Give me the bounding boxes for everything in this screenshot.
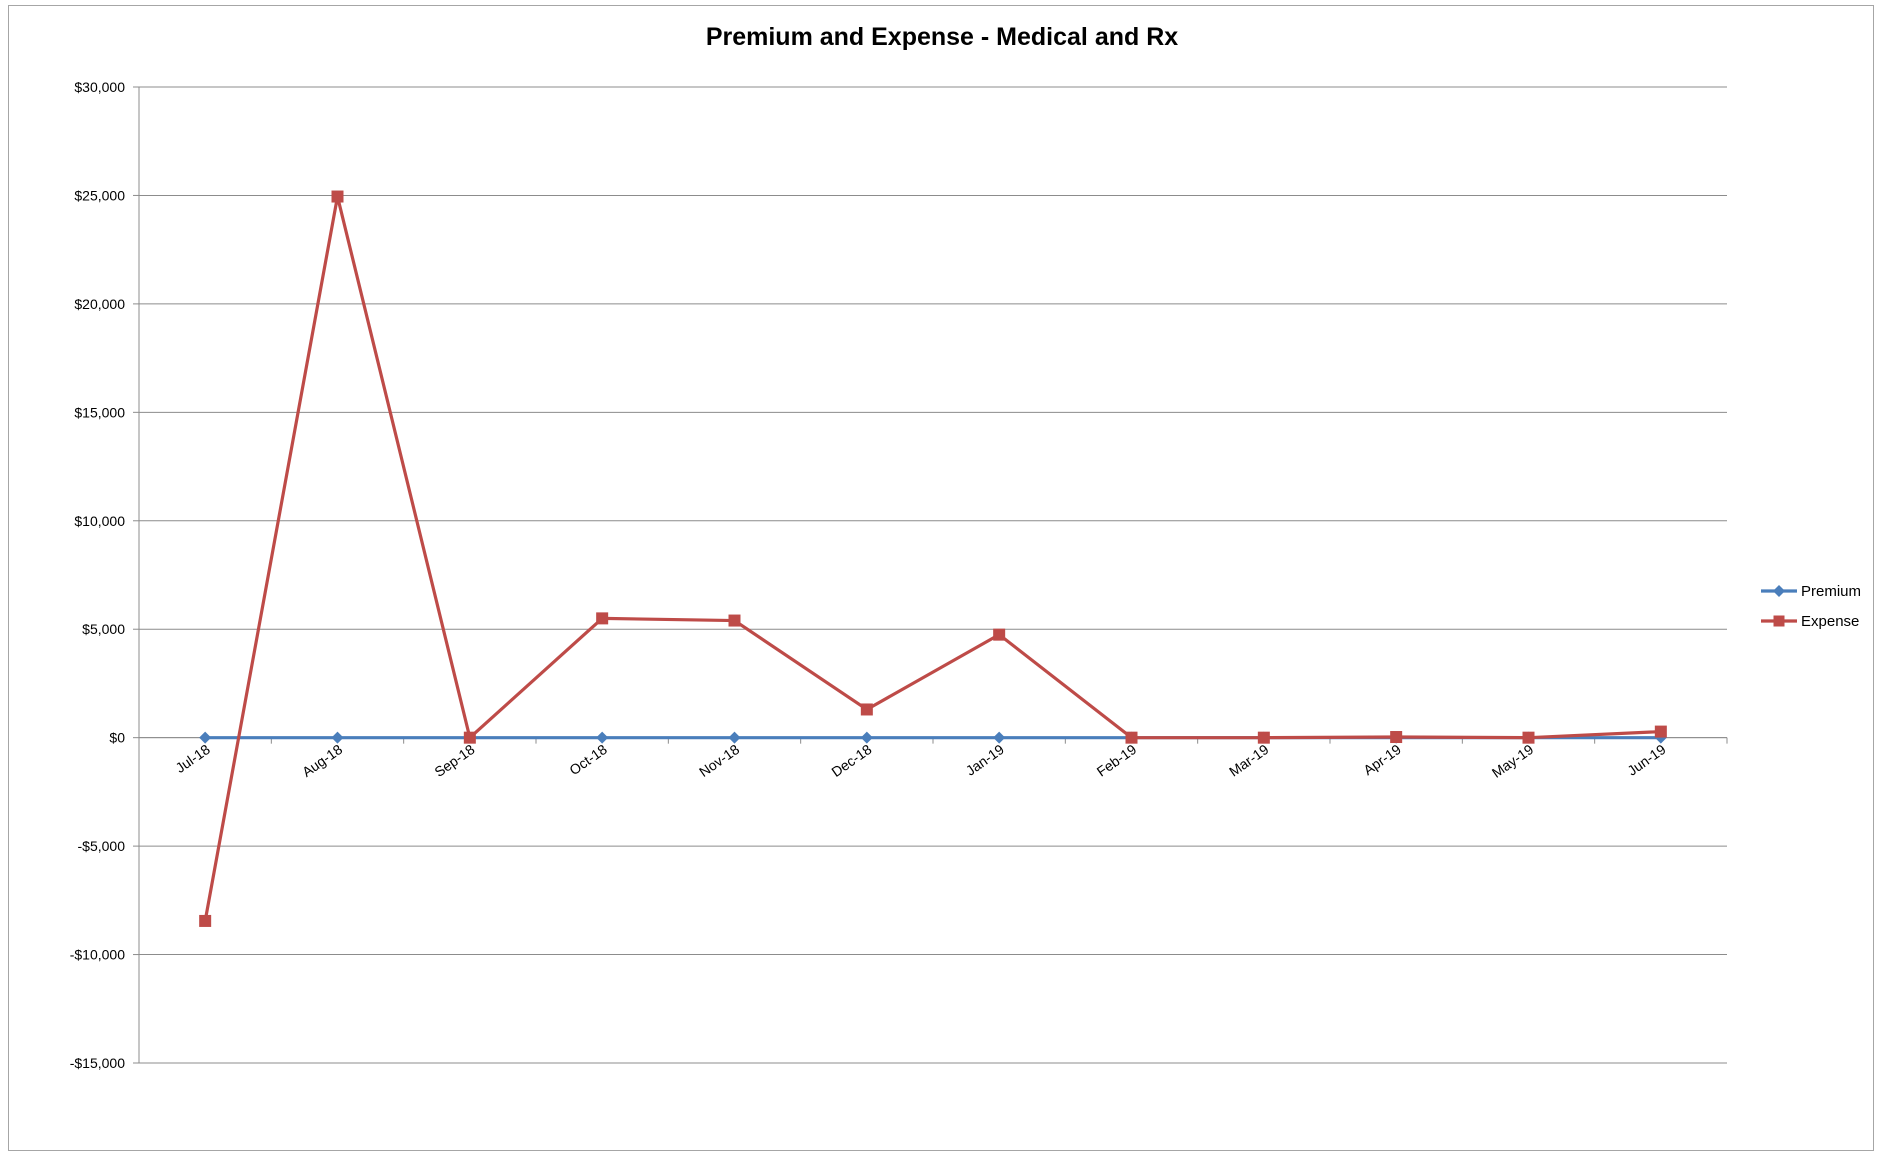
data-point-expense [1654, 725, 1667, 738]
y-tick-label: -$15,000 [70, 1055, 125, 1071]
legend-marker [1773, 585, 1785, 597]
x-tick-label: Feb-19 [1094, 741, 1140, 780]
data-point-expense [1125, 731, 1138, 744]
chart-title: Premium and Expense - Medical and Rx [706, 23, 1178, 51]
x-tick-label: Oct-18 [566, 741, 610, 778]
y-tick-label: $15,000 [74, 404, 125, 420]
data-point-expense [728, 614, 741, 627]
x-tick-label: Sep-18 [431, 741, 477, 780]
data-point-expense [596, 612, 609, 625]
data-point-expense [331, 190, 344, 203]
y-tick-label: $0 [109, 730, 125, 746]
legend-item-premium: Premium [1761, 583, 1861, 600]
data-point-expense [463, 731, 476, 744]
x-tick-label: Nov-18 [696, 741, 742, 780]
series-lines [199, 190, 1667, 927]
series-line-expense [203, 194, 1661, 922]
data-point-expense [860, 703, 873, 716]
data-point-expense [1522, 731, 1535, 744]
data-point-premium [993, 731, 1006, 744]
x-tick-label: May-19 [1489, 741, 1537, 781]
data-point-expense [1390, 731, 1403, 744]
data-point-premium [728, 731, 741, 744]
legend-item-expense: Expense [1761, 613, 1859, 630]
legend: Premium Expense [1761, 583, 1861, 630]
data-point-expense [199, 914, 212, 927]
y-tick-label: -$10,000 [70, 947, 125, 963]
legend-marker [1773, 615, 1785, 627]
legend-label: Premium [1801, 583, 1861, 600]
x-tick-label: Mar-19 [1226, 741, 1272, 780]
line-chart: Premium and Expense - Medical and Rx $30… [70, 23, 1861, 1071]
x-axis-ticks: Jul-18 Aug-18 Sep-18 Oct-18 Nov-18 Dec-18 Jan-… [138, 737, 1728, 781]
y-tick-label: -$5,000 [78, 838, 126, 854]
data-point-expense [1257, 731, 1270, 744]
x-tick-label: Dec-18 [828, 741, 874, 780]
y-tick-label: $25,000 [74, 187, 125, 203]
series-expense [199, 190, 1667, 927]
axes [138, 87, 1727, 1063]
x-tick-label: Jan-19 [963, 741, 1007, 779]
y-tick-label: $10,000 [74, 513, 125, 529]
data-point-premium [596, 731, 609, 744]
legend-label: Expense [1801, 613, 1859, 630]
y-tick-label: $30,000 [74, 79, 125, 95]
x-tick-label: Apr-19 [1360, 741, 1404, 778]
data-point-premium [331, 731, 344, 744]
data-point-premium [860, 731, 873, 744]
data-point-premium [199, 731, 212, 744]
y-tick-label: $20,000 [74, 296, 125, 312]
y-axis-ticks: $30,000 $25,000 $20,000 $15,000 $10,000 $5,00… [70, 79, 125, 1071]
x-tick-label: Aug-18 [299, 741, 345, 780]
y-tick-label: $5,000 [82, 621, 125, 637]
x-tick-label: Jun-19 [1624, 741, 1668, 779]
x-tick-label: Jul-18 [172, 741, 213, 776]
gridlines [133, 86, 1727, 1064]
data-point-expense [993, 628, 1006, 641]
chart-frame: Premium and Expense - Medical and Rx $30… [8, 5, 1874, 1151]
